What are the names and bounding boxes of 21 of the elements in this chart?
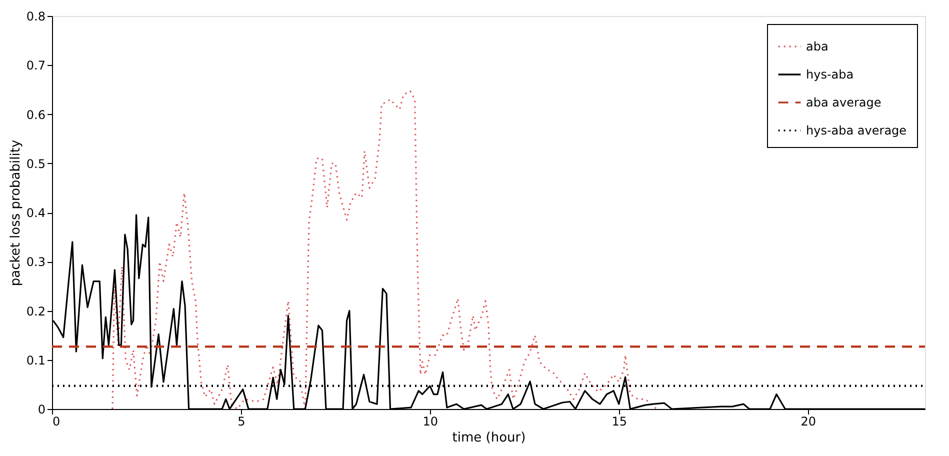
y-tick-label: 0.4 (26, 206, 46, 220)
x-tick-label: 5 (238, 414, 246, 428)
y-tick-label: 0.8 (26, 10, 46, 24)
y-tick-label: 0.7 (26, 58, 46, 73)
x-tick-label: 15 (612, 414, 628, 428)
legend-label: aba (806, 40, 828, 54)
x-tick-label: 10 (422, 414, 438, 428)
y-tick-label: 0.5 (26, 156, 46, 171)
line-series (112, 90, 658, 409)
y-tick-label: 0 (38, 402, 46, 416)
legend-label: hys-aba (806, 68, 854, 82)
x-tick-label: 0 (52, 414, 60, 428)
y-tick-label: 0.6 (26, 108, 46, 122)
y-axis-title: packet loss probability (8, 140, 24, 286)
legend-label: aba average (806, 96, 882, 110)
x-tick-label: 20 (800, 414, 816, 428)
y-tick-label: 0.3 (26, 255, 46, 270)
y-tick-label: 0.1 (26, 353, 46, 368)
legend-label: hys-aba average (806, 124, 907, 138)
y-tick-label: 0.2 (26, 304, 46, 318)
x-axis-title: time (hour) (452, 430, 526, 446)
